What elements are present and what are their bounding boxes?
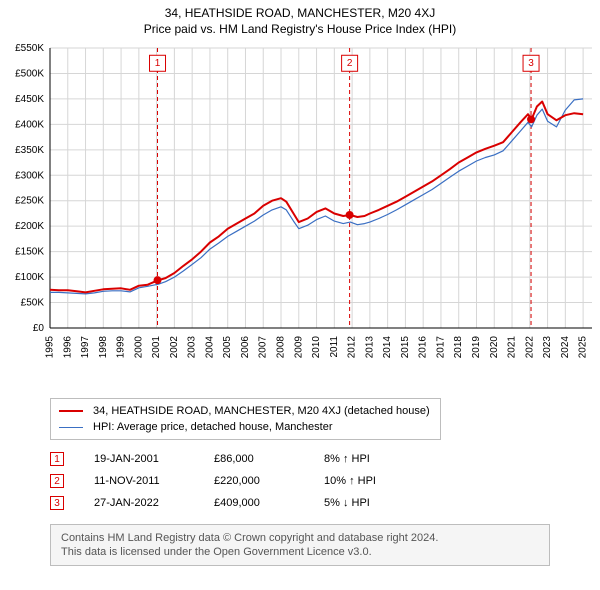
sale-row: 2 11-NOV-2011 £220,000 10% ↑ HPI bbox=[50, 470, 444, 492]
x-axis-label: 2012 bbox=[347, 336, 358, 359]
sale-diff: 8% ↑ HPI bbox=[324, 453, 444, 465]
legend-item-hpi: HPI: Average price, detached house, Manc… bbox=[59, 419, 430, 435]
x-axis-label: 1997 bbox=[80, 336, 91, 359]
x-axis-label: 1999 bbox=[116, 336, 127, 359]
chart-area: £0 £50K £100K £150K £200K £250K £300K £350K £400… bbox=[0, 42, 600, 392]
sale-marker-number: 1 bbox=[54, 454, 60, 465]
x-axis-label: 2020 bbox=[489, 336, 500, 359]
x-axis-label: 1996 bbox=[62, 336, 73, 359]
x-axis-label: 2000 bbox=[133, 336, 144, 359]
x-axis-label: 2006 bbox=[240, 336, 251, 359]
sale-marker-box: 1 bbox=[50, 452, 64, 466]
sale-marker-box: 3 bbox=[50, 496, 64, 510]
attribution-line-1: Contains HM Land Registry data © Crown c… bbox=[61, 531, 539, 545]
x-axis-label: 2010 bbox=[311, 336, 322, 359]
sale-price: £220,000 bbox=[214, 475, 324, 487]
sale-marker-dot bbox=[527, 115, 535, 123]
x-axis-label: 2008 bbox=[276, 336, 287, 359]
sale-marker-box: 2 bbox=[50, 474, 64, 488]
y-axis-label: £100K bbox=[15, 272, 44, 283]
chart-sub-title: Price paid vs. HM Land Registry's House … bbox=[0, 22, 600, 36]
y-axis-label: £350K bbox=[15, 145, 44, 156]
x-axis-label: 2021 bbox=[507, 336, 518, 359]
sale-row: 1 19-JAN-2001 £86,000 8% ↑ HPI bbox=[50, 448, 444, 470]
y-axis-label: £150K bbox=[15, 247, 44, 258]
sale-diff: 5% ↓ HPI bbox=[324, 497, 444, 509]
x-axis-label: 2001 bbox=[151, 336, 162, 359]
sale-marker-dot bbox=[154, 276, 162, 284]
y-axis-label: £550K bbox=[15, 43, 44, 54]
legend-swatch-red bbox=[59, 410, 83, 412]
x-axis-label: 2011 bbox=[329, 336, 340, 358]
sales-table: 1 19-JAN-2001 £86,000 8% ↑ HPI 2 11-NOV-… bbox=[50, 448, 444, 514]
x-axis-label: 2002 bbox=[169, 336, 180, 359]
x-axis-label: 2014 bbox=[382, 336, 393, 359]
y-axis-label: £400K bbox=[15, 119, 44, 130]
y-axis-label: £200K bbox=[15, 221, 44, 232]
x-axis-label: 2007 bbox=[258, 336, 269, 359]
sale-date: 19-JAN-2001 bbox=[94, 453, 214, 465]
x-axis-label: 2025 bbox=[578, 336, 589, 359]
y-axis-label: £50K bbox=[21, 298, 45, 309]
x-axis-label: 2005 bbox=[222, 336, 233, 359]
legend-item-property: 34, HEATHSIDE ROAD, MANCHESTER, M20 4XJ … bbox=[59, 403, 430, 419]
chart-legend: 34, HEATHSIDE ROAD, MANCHESTER, M20 4XJ … bbox=[50, 398, 441, 440]
x-axis-label: 2003 bbox=[187, 336, 198, 359]
sale-price: £409,000 bbox=[214, 497, 324, 509]
x-axis-label: 2023 bbox=[542, 336, 553, 359]
x-axis-label: 1998 bbox=[98, 336, 109, 359]
attribution-box: Contains HM Land Registry data © Crown c… bbox=[50, 524, 550, 566]
sale-row: 3 27-JAN-2022 £409,000 5% ↓ HPI bbox=[50, 492, 444, 514]
sale-date: 11-NOV-2011 bbox=[94, 475, 214, 487]
x-axis-label: 2013 bbox=[364, 336, 375, 359]
chart-main-title: 34, HEATHSIDE ROAD, MANCHESTER, M20 4XJ bbox=[0, 6, 600, 20]
x-axis-label: 2016 bbox=[418, 336, 429, 359]
y-axis-label: £450K bbox=[15, 94, 44, 105]
y-axis-label: £250K bbox=[15, 196, 44, 207]
line-chart: £0 £50K £100K £150K £200K £250K £300K £350K £400… bbox=[0, 42, 600, 392]
x-axis-label: 2018 bbox=[453, 336, 464, 359]
legend-swatch-blue bbox=[59, 427, 83, 428]
sale-marker-number: 2 bbox=[54, 476, 60, 487]
x-axis-label: 2009 bbox=[293, 336, 304, 359]
sale-marker-number: 3 bbox=[54, 498, 60, 509]
x-axis-label: 1995 bbox=[45, 336, 56, 359]
y-axis-label: £300K bbox=[15, 170, 44, 181]
sale-marker-number: 1 bbox=[155, 58, 161, 69]
y-axis-label: £500K bbox=[15, 68, 44, 79]
sale-diff: 10% ↑ HPI bbox=[324, 475, 444, 487]
x-axis-label: 2019 bbox=[471, 336, 482, 359]
sale-marker-number: 2 bbox=[347, 58, 353, 69]
attribution-line-2: This data is licensed under the Open Gov… bbox=[61, 545, 539, 559]
x-axis-label: 2024 bbox=[560, 336, 571, 359]
legend-label-property: 34, HEATHSIDE ROAD, MANCHESTER, M20 4XJ … bbox=[93, 403, 430, 419]
sale-date: 27-JAN-2022 bbox=[94, 497, 214, 509]
x-axis-label: 2015 bbox=[400, 336, 411, 359]
x-axis-label: 2022 bbox=[524, 336, 535, 359]
x-axis-label: 2004 bbox=[204, 336, 215, 359]
y-axis-label: £0 bbox=[33, 323, 45, 334]
sale-marker-number: 3 bbox=[528, 58, 534, 69]
x-axis-label: 2017 bbox=[435, 336, 446, 359]
sale-marker-dot bbox=[346, 211, 354, 219]
sale-price: £86,000 bbox=[214, 453, 324, 465]
legend-label-hpi: HPI: Average price, detached house, Manc… bbox=[93, 419, 333, 435]
chart-title-block: 34, HEATHSIDE ROAD, MANCHESTER, M20 4XJ … bbox=[0, 0, 600, 38]
